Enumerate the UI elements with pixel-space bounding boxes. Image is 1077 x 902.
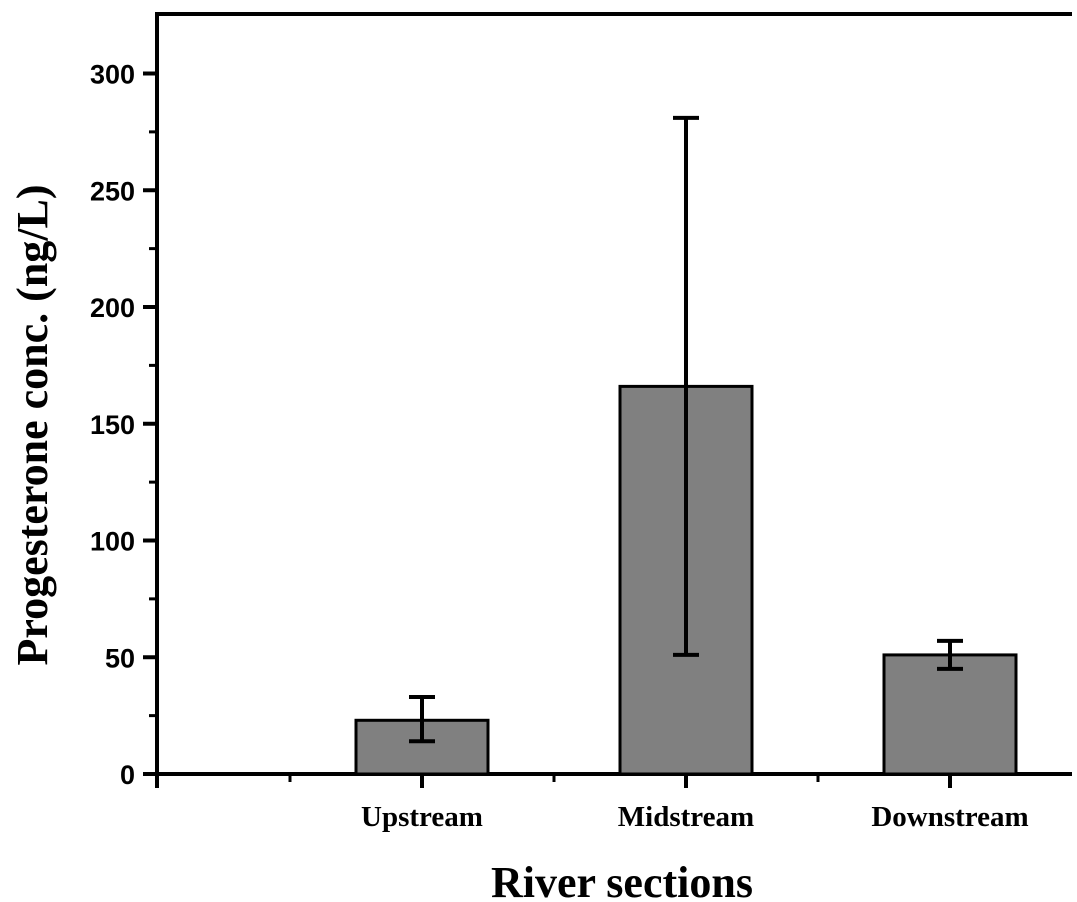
- x-tick-label: Midstream: [618, 801, 754, 833]
- y-tick-label: 0: [120, 760, 135, 790]
- bar-downstream: [882, 653, 1018, 776]
- y-tick-label: 250: [90, 176, 135, 206]
- x-tick-label: Upstream: [361, 801, 483, 833]
- y-tick-label: 50: [105, 643, 135, 673]
- y-tick-label: 200: [90, 293, 135, 323]
- error-bars: [409, 115, 963, 744]
- y-axis: 0 50 100 150 200 250 300: [90, 60, 157, 790]
- y-tick-label: 100: [90, 527, 135, 557]
- y-axis-title: Progesterone conc. (ng/L): [8, 184, 57, 665]
- x-tick-label: Downstream: [871, 801, 1028, 833]
- x-axis: Upstream Midstream Downstream: [155, 774, 1029, 833]
- x-axis-title: River sections: [491, 858, 753, 902]
- y-tick-label: 300: [90, 60, 135, 90]
- y-tick-label: 150: [90, 410, 135, 440]
